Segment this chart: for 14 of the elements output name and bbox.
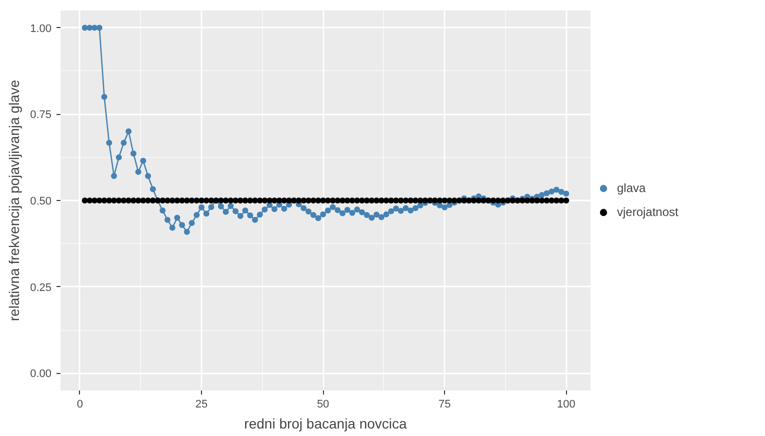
y-tick-label: 0.50 — [30, 196, 52, 208]
x-tick-label: 50 — [316, 398, 330, 410]
x-axis-title: redni broj bacanja novcica — [244, 416, 408, 432]
x-tick-label: 75 — [438, 398, 451, 410]
x-tick-label: 25 — [195, 398, 208, 410]
y-axis-title: relativna frekvencija pojavljivanja glave — [6, 80, 22, 322]
x-tick-label: 0 — [76, 398, 84, 410]
y-tick-label: 1.00 — [30, 22, 52, 35]
y-tick-label: 0.00 — [30, 368, 52, 380]
legend-label: vjerojatnost — [617, 205, 678, 219]
y-tick-label: 0.75 — [30, 109, 52, 122]
legend-label: glava — [617, 181, 646, 195]
y-tick-label: 0.25 — [30, 282, 52, 294]
x-tick-label: 100 — [557, 398, 576, 410]
